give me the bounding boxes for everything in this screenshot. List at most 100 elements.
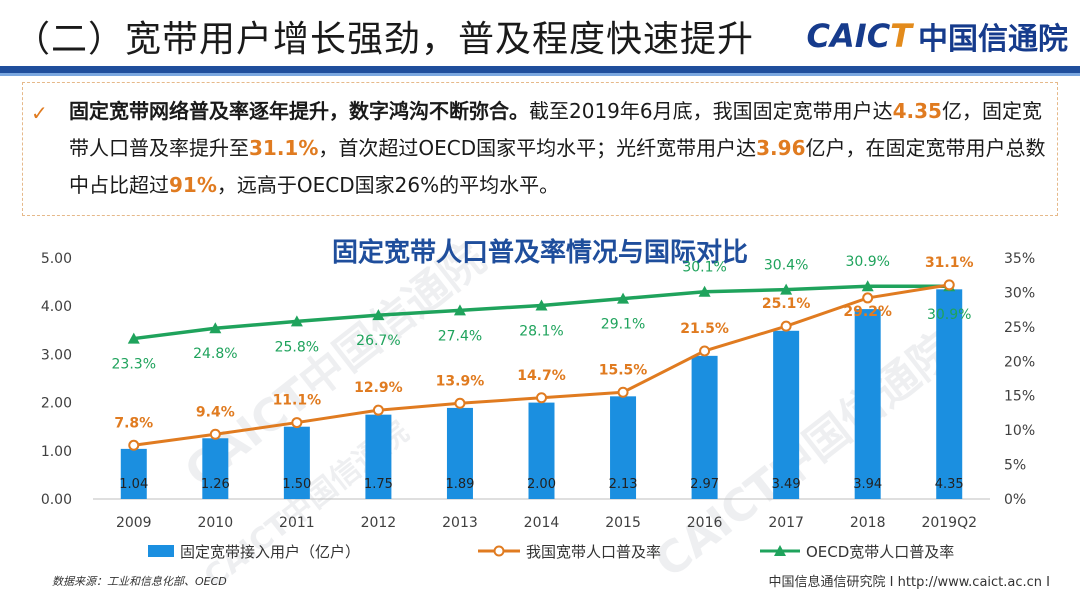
- oecd-point: [290, 315, 303, 327]
- y-left-tick-label: 5.00: [41, 251, 72, 267]
- oecd-data-label: 30.9%: [845, 254, 889, 270]
- caict-logo: CAICT 中国信通院: [807, 14, 1068, 58]
- x-tick-label: 2013: [442, 515, 478, 531]
- x-tick-label: 2019Q2: [921, 515, 977, 531]
- bar: [365, 414, 392, 499]
- y-right-tick-label: 0%: [1004, 492, 1026, 508]
- bar-value-label: 1.04: [119, 477, 148, 492]
- logo-text-en: CAICT: [806, 17, 912, 55]
- bar: [691, 355, 718, 499]
- china-data-label: 14.7%: [517, 368, 566, 384]
- page-title: （二）宽带用户增长强劲，普及程度快速提升: [14, 19, 755, 60]
- summary-value-penetration: 31.1%: [249, 136, 319, 160]
- y-right-tick-label: 35%: [1004, 251, 1035, 267]
- header-divider-light: [0, 73, 1080, 76]
- y-right-tick-label: 20%: [1004, 354, 1035, 370]
- summary-text-2: 亿，固定宽带人口普及率提升至: [69, 99, 1042, 160]
- oecd-point: [453, 304, 466, 316]
- oecd-point: [861, 280, 874, 292]
- x-tick-label: 2018: [850, 515, 886, 531]
- summary-text: 固定宽带网络普及率逐年提升，数字鸿沟不断弥合。截至2019年6月底，我国固定宽带…: [69, 93, 1049, 204]
- china-data-label: 31.1%: [925, 255, 974, 271]
- footer-org: 中国信息通信研究院 I http://www.caict.ac.cn I: [768, 575, 1050, 590]
- y-left-tick-label: 0.00: [41, 492, 72, 508]
- x-tick-label: 2011: [279, 515, 315, 531]
- y-left-tick-label: 3.00: [41, 347, 72, 363]
- summary-text-1: 截至2019年6月底，我国固定宽带用户达: [529, 99, 893, 123]
- bar-value-label: 2.97: [690, 477, 719, 492]
- oecd-point: [780, 283, 793, 295]
- bar-value-label: 1.89: [445, 477, 474, 492]
- bar: [446, 407, 473, 499]
- oecd-point: [127, 332, 140, 344]
- y-right-tick-label: 5%: [1004, 458, 1026, 474]
- x-tick-label: 2017: [768, 515, 804, 531]
- y-left-tick-label: 4.00: [41, 299, 72, 315]
- y-left-tick-label: 2.00: [41, 396, 72, 412]
- y-right-tick-label: 30%: [1004, 285, 1035, 301]
- bar: [854, 309, 881, 499]
- legend-swatch-bars: [148, 545, 174, 557]
- china-point: [372, 404, 384, 416]
- oecd-point: [617, 292, 630, 304]
- summary-value-fiber: 3.96: [756, 136, 806, 160]
- china-data-label: 21.5%: [680, 321, 729, 337]
- bar: [202, 438, 229, 499]
- china-data-label: 15.5%: [599, 362, 648, 378]
- china-point: [943, 279, 955, 291]
- oecd-data-label: 30.1%: [682, 260, 726, 276]
- oecd-data-label: 30.9%: [927, 307, 971, 323]
- checkmark-icon: ✓: [31, 101, 48, 125]
- legend-label-oecd: OECD宽带人口普及率: [806, 543, 954, 561]
- summary-text-3: ，首次超过OECD国家平均水平；光纤宽带用户达: [318, 136, 757, 160]
- summary-box: ✓ 固定宽带网络普及率逐年提升，数字鸿沟不断弥合。截至2019年6月底，我国固定…: [22, 82, 1058, 216]
- summary-value-fiber-share: 91%: [169, 173, 217, 197]
- oecd-data-label: 25.8%: [275, 339, 319, 355]
- bar-value-label: 2.13: [609, 477, 638, 492]
- china-point: [454, 397, 466, 409]
- china-data-label: 9.4%: [196, 404, 235, 420]
- source-note: 数据来源：工业和信息化部、OECD: [52, 575, 227, 588]
- china-point: [536, 392, 547, 404]
- china-point: [291, 417, 303, 429]
- x-tick-label: 2009: [116, 515, 152, 531]
- header-divider: [0, 66, 1080, 73]
- oecd-data-label: 27.4%: [438, 328, 482, 344]
- china-point: [617, 386, 629, 398]
- china-data-label: 12.9%: [354, 380, 403, 396]
- bar: [610, 396, 637, 499]
- oecd-point: [698, 285, 711, 297]
- bar-value-label: 4.35: [935, 477, 964, 492]
- china-data-label: 7.8%: [114, 415, 153, 431]
- oecd-point: [209, 322, 222, 334]
- oecd-data-label: 23.3%: [112, 357, 156, 373]
- china-point: [128, 439, 140, 451]
- china-point: [780, 320, 792, 332]
- summary-text-5: ，远高于OECD国家26%的平均水平。: [216, 173, 560, 197]
- bar-value-label: 2.00: [527, 477, 556, 492]
- bar: [283, 426, 310, 499]
- y-right-tick-label: 15%: [1004, 389, 1035, 405]
- legend-marker-china: [493, 545, 505, 557]
- y-left-tick-label: 1.00: [41, 444, 72, 460]
- x-tick-label: 2014: [524, 515, 560, 531]
- summary-text-4: 亿户，在固定宽带用户总数中占比超过: [69, 136, 1046, 197]
- legend-marker-oecd: [774, 545, 786, 556]
- bar-value-label: 3.49: [772, 477, 801, 492]
- bar-value-label: 1.75: [364, 477, 393, 492]
- bar: [528, 402, 555, 499]
- x-tick-label: 2016: [687, 515, 723, 531]
- oecd-data-label: 28.1%: [519, 324, 563, 340]
- bar: [120, 448, 147, 499]
- china-point: [862, 292, 874, 304]
- china-point: [699, 345, 711, 357]
- china-point: [209, 428, 221, 440]
- summary-lead: 固定宽带网络普及率逐年提升，数字鸿沟不断弥合。: [69, 99, 529, 123]
- bar: [936, 289, 963, 499]
- china-data-label: 29.2%: [843, 304, 892, 320]
- x-tick-label: 2012: [361, 515, 397, 531]
- legend-label-china: 我国宽带人口普及率: [526, 543, 661, 561]
- y-right-tick-label: 10%: [1004, 423, 1035, 439]
- bar: [773, 330, 800, 499]
